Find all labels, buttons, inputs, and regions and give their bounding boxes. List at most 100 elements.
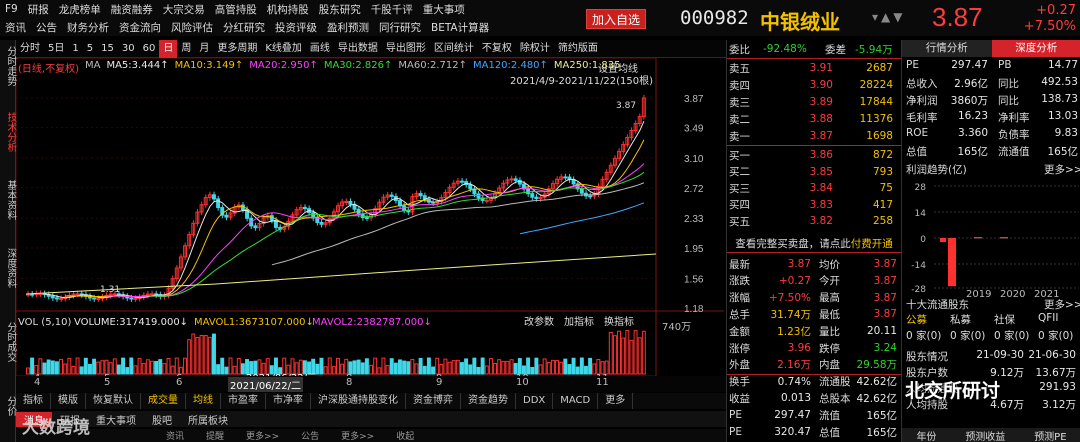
footer-link[interactable]: 提醒 (206, 432, 225, 442)
indicator-tab[interactable]: 恢复默认 (86, 393, 141, 409)
sidebar-tab[interactable]: 分时成交 (5, 322, 16, 362)
period-button[interactable]: 筛约版面 (557, 42, 598, 54)
period-button[interactable]: 月 (199, 42, 210, 54)
info-tab[interactable]: 消息 (16, 411, 52, 427)
indicator-tab[interactable]: 市盈率 (221, 393, 266, 409)
period-button[interactable]: 画线 (309, 42, 330, 54)
menu-item[interactable]: 资金流向 (119, 21, 161, 34)
period-button[interactable]: 不复权 (481, 42, 512, 54)
holder-type[interactable]: 社保 (994, 314, 1015, 326)
kline-chart[interactable]: 3.87 3.49 3.10 2.72 2.33 1.95 1.56 1.18 2021/4/9… (16, 58, 724, 376)
holder-type[interactable]: 私募 (950, 314, 971, 326)
subscribe-link[interactable]: 付费开通 (850, 237, 893, 250)
ask-row[interactable]: 卖五 3.91 2687 (727, 60, 901, 76)
menu-item[interactable]: 高管持股 (214, 3, 257, 16)
menu-item[interactable]: 融资融券 (110, 3, 153, 16)
bid-row[interactable]: 买五 3.82 258 (727, 213, 901, 229)
bid-row[interactable]: 买四 3.83 417 (727, 197, 901, 213)
up-arrow-icon[interactable]: ▲ (881, 10, 894, 24)
menu-item[interactable]: 千股千评 (370, 3, 413, 16)
vol-change-button[interactable]: 换指标 (604, 315, 634, 328)
footer-link[interactable]: 更多>> (246, 432, 280, 442)
sidebar-tab[interactable]: 深度资料 (5, 248, 16, 288)
menu-item[interactable]: BETA计算器 (431, 21, 490, 34)
holder-type[interactable]: 公募 (906, 314, 927, 326)
menu-item[interactable]: 龙虎榜单 (58, 3, 101, 16)
indicator-tab[interactable]: 成交量 (141, 393, 186, 409)
full-book-notice[interactable]: 查看完整买卖盘，请点此 付费开通 (727, 235, 901, 251)
info-tab[interactable]: 研报 (60, 415, 80, 427)
menu-item[interactable]: 投资评级 (275, 21, 317, 34)
menu-item[interactable]: 盈利预测 (327, 21, 369, 34)
indicator-tab[interactable]: 指标 (16, 393, 51, 409)
menu-item[interactable]: 风险评估 (171, 21, 213, 34)
indicator-tab[interactable]: 沪深股通持股变化 (311, 393, 406, 409)
period-button[interactable]: 60 (142, 42, 156, 54)
bid-row[interactable]: 买三 3.84 75 (727, 180, 901, 196)
indicator-tab[interactable]: 资金博弈 (406, 393, 461, 409)
bid-row[interactable]: 买一 3.86 872 (727, 147, 901, 163)
period-button[interactable]: K线叠加 (265, 42, 302, 54)
period-button[interactable]: 5日 (48, 42, 65, 54)
period-button[interactable]: 除权计 (519, 42, 550, 54)
menu-item[interactable]: 大宗交易 (162, 3, 205, 16)
period-button[interactable]: 更多周期 (217, 42, 258, 54)
indicator-tab[interactable]: 资金趋势 (461, 393, 516, 409)
vol-add-button[interactable]: 加指标 (564, 315, 594, 328)
ask-row[interactable]: 卖一 3.87 1698 (727, 128, 901, 144)
footer-link[interactable]: 公告 (301, 432, 320, 442)
footer-link[interactable]: 收起 (396, 432, 415, 442)
menu-item[interactable]: 重大事项 (422, 3, 465, 16)
dropdown-icon[interactable]: ▾ (872, 10, 882, 24)
period-button[interactable]: 30 (121, 42, 135, 54)
indicator-tab[interactable]: 市净率 (266, 393, 311, 409)
period-button[interactable]: 5 (86, 42, 94, 54)
menu-item[interactable]: 同行研究 (379, 21, 421, 34)
indicator-tab[interactable]: DDX (516, 393, 554, 409)
indicator-tab[interactable]: 均线 (186, 393, 221, 409)
sidebar-tab[interactable]: 技术分析 (5, 112, 16, 152)
ask-row[interactable]: 卖二 3.88 11376 (727, 111, 901, 127)
fin-value: 13.03 (1047, 110, 1078, 122)
bid-row[interactable]: 买二 3.85 793 (727, 164, 901, 180)
menu-item[interactable]: 机构持股 (266, 3, 309, 16)
menu-item[interactable]: 资讯 (5, 21, 26, 34)
period-button[interactable]: 区间统计 (433, 42, 474, 54)
info-tab[interactable]: 所属板块 (188, 415, 228, 427)
period-button[interactable]: 导出图形 (385, 42, 426, 54)
period-button[interactable]: 周 (181, 42, 192, 54)
indicator-tab[interactable]: 更多 (598, 393, 634, 409)
more-link[interactable]: 更多>> (1044, 299, 1080, 311)
holder-type[interactable]: QFII (1038, 312, 1059, 324)
more-link[interactable]: 更多>> (1044, 164, 1080, 176)
info-tab[interactable]: 股吧 (152, 415, 172, 427)
menu-item[interactable]: 股东研究 (318, 3, 361, 16)
menu-item[interactable]: 分红研究 (223, 21, 265, 34)
ma-settings-button[interactable]: 设置均线 (598, 62, 638, 75)
period-button[interactable]: 分时 (20, 42, 40, 54)
footer-link[interactable]: 资讯 (166, 432, 185, 442)
down-arrow-icon[interactable]: ▼ (893, 10, 906, 24)
nav-icons[interactable]: ▾▲▼ (872, 10, 906, 24)
sidebar-tab[interactable]: 基本资料 (5, 180, 16, 220)
sidebar-tab[interactable]: 分价 (5, 396, 16, 416)
sidebar-tab[interactable]: 分时走势 (5, 46, 16, 86)
period-button[interactable]: 1 (72, 42, 79, 54)
period-button[interactable]: 15 (101, 42, 114, 54)
menu-item[interactable]: 公告 (36, 21, 57, 34)
vol-params-button[interactable]: 改参数 (524, 315, 554, 328)
menu-item[interactable]: F9 (5, 3, 18, 15)
period-button[interactable]: 日 (159, 39, 178, 58)
indicator-tab[interactable]: 模版 (51, 393, 86, 409)
indicator-tab[interactable]: MACD (553, 393, 599, 409)
menu-item[interactable]: 财务分析 (67, 21, 109, 34)
menu-item[interactable]: 研报 (27, 3, 49, 16)
info-tab[interactable]: 重大事项 (96, 415, 136, 427)
tab-market-analysis[interactable]: 行情分析 (902, 40, 992, 57)
tab-deep-analysis[interactable]: 深度分析 (991, 40, 1080, 57)
footer-link[interactable]: 更多>> (341, 432, 375, 442)
add-to-watchlist-button[interactable]: 加入自选 (586, 9, 646, 29)
period-button[interactable]: 导出数据 (337, 42, 378, 54)
ask-row[interactable]: 卖三 3.89 17844 (727, 94, 901, 110)
ask-row[interactable]: 卖四 3.90 28224 (727, 77, 901, 93)
